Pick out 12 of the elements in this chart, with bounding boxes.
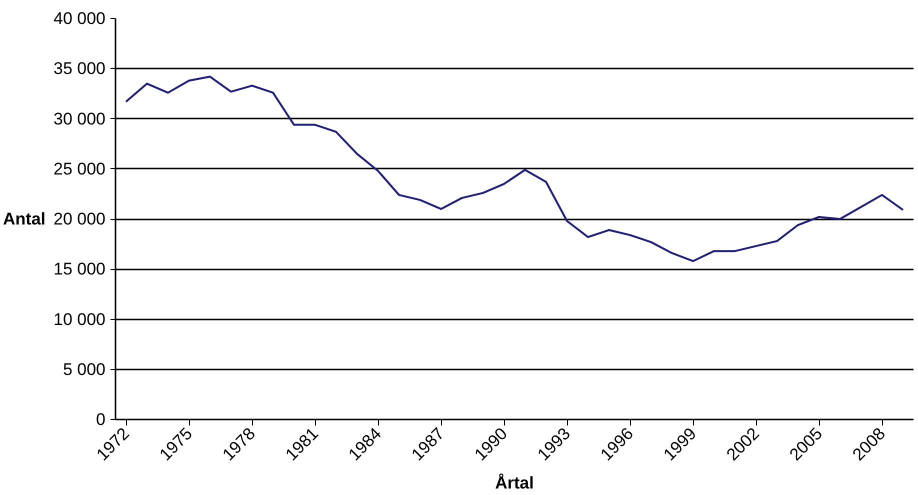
- x-axis-title: Årtal: [495, 474, 534, 493]
- y-tick-label: 5 000: [62, 360, 106, 379]
- y-tick-label: 20 000: [54, 210, 106, 228]
- y-tick-label: 0: [96, 410, 106, 429]
- y-tick-label: 35 000: [54, 59, 106, 78]
- y-axis-title: Antal: [3, 210, 46, 228]
- y-tick-label: 15 000: [54, 260, 106, 279]
- y-tick-label: 25 000: [54, 159, 106, 178]
- y-tick-label: 40 000: [54, 9, 106, 28]
- line-series: [125, 76, 904, 262]
- y-tick-label: 30 000: [54, 109, 106, 128]
- y-tick-label: 10 000: [54, 310, 106, 329]
